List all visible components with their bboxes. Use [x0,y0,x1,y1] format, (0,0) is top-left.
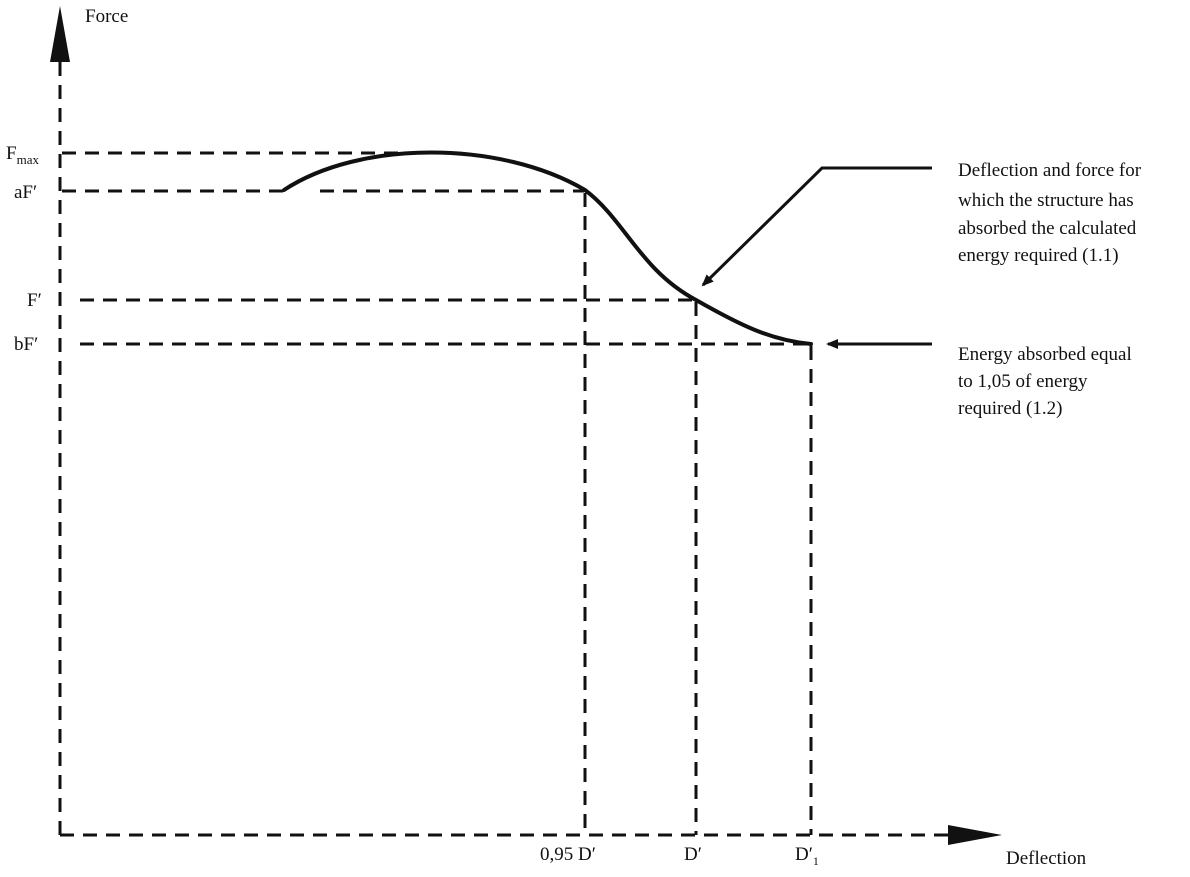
d1-label-sub: 1 [813,854,819,868]
fmax-label-sub: max [17,152,40,167]
f-label: F′ [27,290,42,311]
bf-label: bF′ [14,334,38,355]
deflection-force-annotation: Deflection and force for which the struc… [958,160,1146,266]
x-axis-label: Deflection [1006,848,1087,869]
d-label: D′ [684,844,702,865]
force-deflection-curve [282,150,813,346]
y-axis-label: Force [85,6,128,27]
x-axis-arrowhead [948,825,1002,845]
d095-label: 0,95 D′ [540,844,596,865]
energy-absorbed-annotation: Energy absorbed equal to 1,05 of energy … [958,344,1137,419]
fmax-label: Fmax [6,143,39,167]
deflection-force-leader [701,166,932,287]
d1-label: D′1 [795,844,819,868]
af-label: aF′ [14,182,37,203]
y-axis-arrowhead [50,6,70,62]
